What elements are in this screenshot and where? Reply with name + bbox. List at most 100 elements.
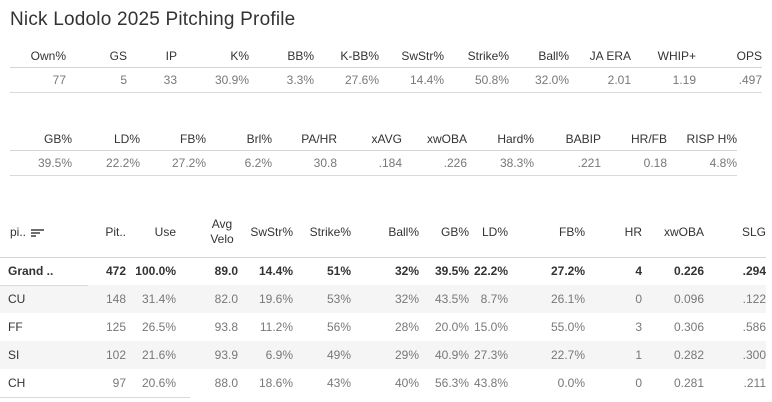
- cell: 14.4%: [258, 264, 293, 279]
- col-header: xwOBA: [426, 131, 467, 146]
- stat-value: 27.2%: [171, 156, 206, 170]
- stat-value: 33: [163, 73, 177, 87]
- col-header-swstr[interactable]: SwStr%: [238, 207, 293, 258]
- stat-value: 32.0%: [534, 73, 569, 87]
- summary-table-batted-ball: GB% LD% FB% Brl% PA/HR xAVG xwOBA Hard% …: [10, 127, 737, 176]
- cell: 125: [105, 320, 126, 334]
- col-header-ld[interactable]: LD%: [469, 207, 508, 258]
- cell: 31.4%: [141, 292, 176, 306]
- col-header: JA ERA: [589, 48, 631, 63]
- cell: 97: [112, 376, 126, 390]
- cell: 22.7%: [550, 348, 585, 362]
- cell: 39.5%: [434, 264, 469, 279]
- cell: 43.5%: [434, 292, 469, 306]
- cell: 26.5%: [141, 320, 176, 334]
- cell: 40.9%: [434, 348, 469, 362]
- col-header-use[interactable]: Use: [126, 207, 176, 258]
- pitch-breakdown-table: pi.. Pit.. Use Avg Velo SwStr% Strike% B…: [0, 207, 772, 398]
- col-header: LD%: [113, 131, 140, 146]
- sort-descending-icon[interactable]: [31, 228, 45, 237]
- cell: 51%: [326, 264, 351, 279]
- cell: 22.2%: [473, 264, 508, 279]
- cell: 89.0: [214, 264, 238, 279]
- col-header: BB%: [287, 48, 314, 63]
- stat-value: 0.18: [643, 156, 667, 170]
- cell: 0.306: [673, 320, 704, 334]
- cell: 55.0%: [550, 320, 585, 334]
- stat-value: 27.6%: [344, 73, 379, 87]
- col-header: Strike%: [467, 48, 509, 63]
- cell: 56%: [326, 320, 351, 334]
- cell: 6.9%: [265, 348, 293, 362]
- col-header-ball[interactable]: Ball%: [351, 207, 419, 258]
- cell: 472: [105, 264, 126, 279]
- cell: .300: [742, 348, 766, 362]
- cell: 21.6%: [141, 348, 176, 362]
- cell: .211: [743, 376, 766, 390]
- summary2-value-row: 39.5% 22.2% 27.2% 6.2% 30.8 .184 .226 38…: [10, 151, 737, 176]
- cell: 0.282: [673, 348, 704, 362]
- cell: 20.6%: [141, 376, 176, 390]
- table-row-grand-total: Grand .. 472 100.0% 89.0 14.4% 51% 32% 3…: [0, 257, 766, 286]
- cell: 56.3%: [434, 376, 469, 390]
- cell: 3: [635, 320, 642, 334]
- col-header-xwoba[interactable]: xwOBA: [642, 207, 704, 258]
- cell: .294: [742, 264, 766, 279]
- cell: .122: [742, 292, 766, 306]
- stat-value: 2.01: [607, 73, 631, 87]
- col-header: xAVG: [371, 131, 402, 146]
- col-header-slg[interactable]: SLG: [704, 207, 766, 258]
- cell: 88.0: [214, 376, 238, 390]
- cell: 27.2%: [550, 264, 585, 279]
- col-header-fb[interactable]: FB%: [508, 207, 585, 258]
- cell: 26.1%: [550, 292, 585, 306]
- col-header: Own%: [30, 48, 66, 63]
- stat-value: 30.8: [313, 156, 337, 170]
- col-header: SwStr%: [401, 48, 444, 63]
- cell: 29%: [394, 348, 419, 362]
- col-header: WHIP+: [657, 48, 696, 63]
- col-header: Ball%: [538, 48, 569, 63]
- col-header-label: pi..: [10, 224, 27, 239]
- cell: 32%: [394, 292, 419, 306]
- col-header: GB%: [43, 131, 72, 146]
- col-header: Brl%: [246, 131, 272, 146]
- cell: 53%: [326, 292, 351, 306]
- summary1-header-row: Own% GS IP K% BB% K-BB% SwStr% Strike% B…: [10, 44, 762, 68]
- row-label: SI: [8, 348, 20, 362]
- stat-value: .221: [577, 156, 601, 170]
- stat-value: 6.2%: [244, 156, 272, 170]
- cell: 93.8: [214, 320, 238, 334]
- col-header-strike[interactable]: Strike%: [293, 207, 351, 258]
- col-header-pitch-type[interactable]: pi..: [0, 207, 88, 258]
- cell: 0.281: [673, 376, 704, 390]
- summary2-header-row: GB% LD% FB% Brl% PA/HR xAVG xwOBA Hard% …: [10, 127, 737, 151]
- col-header: OPS: [736, 48, 762, 63]
- col-header-pitches[interactable]: Pit..: [88, 207, 126, 258]
- cell: 15.0%: [473, 320, 508, 334]
- cell: 102: [105, 348, 126, 362]
- summary-table-season: Own% GS IP K% BB% K-BB% SwStr% Strike% B…: [10, 44, 762, 93]
- col-header-label: Avg Velo: [210, 216, 234, 246]
- col-header-avg-velo[interactable]: Avg Velo: [176, 207, 238, 258]
- col-header-gb[interactable]: GB%: [419, 207, 469, 258]
- stat-value: 38.3%: [499, 156, 534, 170]
- col-header: GS: [109, 48, 127, 63]
- col-header-hr[interactable]: HR: [585, 207, 642, 258]
- stat-value: 5: [120, 73, 127, 87]
- stat-value: .184: [378, 156, 402, 170]
- cell: 4: [635, 264, 642, 279]
- row-label: CU: [8, 292, 26, 307]
- cell: 32%: [394, 264, 419, 279]
- stat-value: .226: [443, 156, 467, 170]
- summary1-value-row: 77 5 33 30.9% 3.3% 27.6% 14.4% 50.8% 32.…: [10, 68, 762, 93]
- stat-value: 4.8%: [709, 156, 737, 170]
- col-header: RISP H%: [686, 131, 737, 146]
- cell: 28%: [394, 320, 419, 334]
- table-row-cu: CU 148 31.4% 82.0 19.6% 53% 32% 43.5% 8.…: [0, 285, 766, 313]
- row-header-bottom-rule: [0, 397, 190, 398]
- cell: 8.7%: [480, 292, 508, 306]
- col-header: HR/FB: [631, 131, 667, 146]
- cell: 100.0%: [135, 264, 176, 279]
